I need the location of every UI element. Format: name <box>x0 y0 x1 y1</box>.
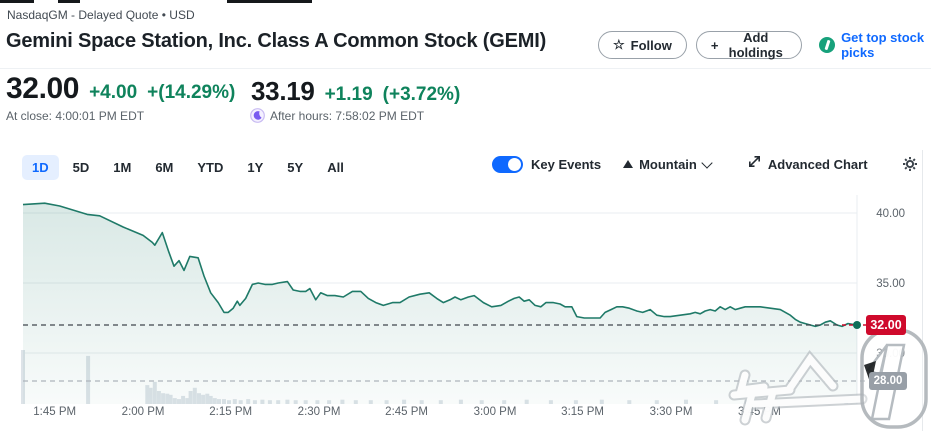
time-range-tabs: 1D 5D 1M 6M YTD 1Y 5Y All <box>22 155 354 180</box>
svg-text:3:30 PM: 3:30 PM <box>650 406 693 418</box>
svg-text:2:00 PM: 2:00 PM <box>122 406 165 418</box>
previous-close-badge: 28.00 <box>869 372 907 390</box>
picks-label: Get top stock picks <box>841 30 925 60</box>
svg-text:3:00 PM: 3:00 PM <box>474 406 517 418</box>
advanced-chart-button[interactable]: Advanced Chart <box>747 154 868 174</box>
svg-text:2:45 PM: 2:45 PM <box>385 406 428 418</box>
after-hours-quote: 33.19 +1.19 (+3.72%) <box>251 76 460 107</box>
svg-text:2:15 PM: 2:15 PM <box>209 406 252 418</box>
header-actions: ☆ Follow + Add holdings Get top stock pi… <box>598 30 931 60</box>
exchange-line: NasdaqGM - Delayed Quote • USD <box>7 8 195 22</box>
expand-diagonal-icon <box>747 154 762 174</box>
key-events-label: Key Events <box>531 156 602 172</box>
header-divider <box>0 68 931 69</box>
range-tab-1m[interactable]: 1M <box>103 155 141 180</box>
add-holdings-label: Add holdings <box>728 30 783 60</box>
page-title: Gemini Space Station, Inc. Class A Commo… <box>6 30 547 52</box>
regular-change: +4.00 <box>89 82 138 103</box>
chart-right-border <box>922 150 923 431</box>
follow-button[interactable]: ☆ Follow <box>598 31 687 59</box>
top-edge-artifact <box>227 0 312 3</box>
regular-price: 32.00 <box>6 72 80 105</box>
chart-type-label: Mountain <box>639 156 697 172</box>
svg-text:35.00: 35.00 <box>876 278 905 290</box>
range-tab-5y[interactable]: 5Y <box>277 155 313 180</box>
add-holdings-button[interactable]: + Add holdings <box>695 30 803 60</box>
gear-icon <box>902 157 917 171</box>
at-close-timestamp: At close: 4:00:01 PM EDT <box>6 109 145 123</box>
svg-text:40.00: 40.00 <box>876 208 905 220</box>
range-tab-all[interactable]: All <box>317 155 354 180</box>
svg-text:30.00: 30.00 <box>876 348 905 360</box>
svg-text:3:15 PM: 3:15 PM <box>561 406 604 418</box>
chart-controls: Key Events Mountain Advanced Chart <box>492 154 918 174</box>
range-tab-5d[interactable]: 5D <box>63 155 100 180</box>
star-icon: ☆ <box>613 37 625 52</box>
current-price-badge: 32.00 <box>866 315 906 335</box>
after-hours-change-percent: (+3.72%) <box>382 84 461 105</box>
svg-text:2:30 PM: 2:30 PM <box>298 406 341 418</box>
premium-picks-icon <box>819 37 836 53</box>
advanced-chart-label: Advanced Chart <box>767 156 868 172</box>
svg-text:1:45 PM: 1:45 PM <box>33 406 76 418</box>
moon-icon <box>250 108 265 128</box>
after-hours-timestamp: After hours: 7:58:02 PM EDT <box>270 109 425 123</box>
range-tab-1y[interactable]: 1Y <box>237 155 273 180</box>
after-hours-change: +1.19 <box>324 84 373 105</box>
after-hours-price: 33.19 <box>251 76 315 106</box>
svg-text:3:45 PM: 3:45 PM <box>738 406 781 418</box>
mountain-icon <box>623 160 634 168</box>
regular-market-quote: 32.00 +4.00 +(14.29%) <box>6 72 235 106</box>
key-events-toggle[interactable] <box>492 155 523 173</box>
range-tab-ytd[interactable]: YTD <box>187 155 233 180</box>
range-tab-1d[interactable]: 1D <box>22 155 59 180</box>
toggle-knob <box>508 157 521 171</box>
chart-settings-button[interactable] <box>902 156 918 172</box>
get-top-stock-picks-link[interactable]: Get top stock picks <box>819 30 931 60</box>
chart-type-dropdown[interactable]: Mountain <box>623 156 713 172</box>
range-tab-6m[interactable]: 6M <box>145 155 183 180</box>
regular-change-percent: +(14.29%) <box>147 82 236 103</box>
chevron-down-icon <box>701 156 713 169</box>
top-edge-artifact <box>0 0 34 3</box>
plus-icon: + <box>710 37 719 53</box>
top-edge-artifact <box>58 0 80 3</box>
follow-label: Follow <box>630 37 672 53</box>
